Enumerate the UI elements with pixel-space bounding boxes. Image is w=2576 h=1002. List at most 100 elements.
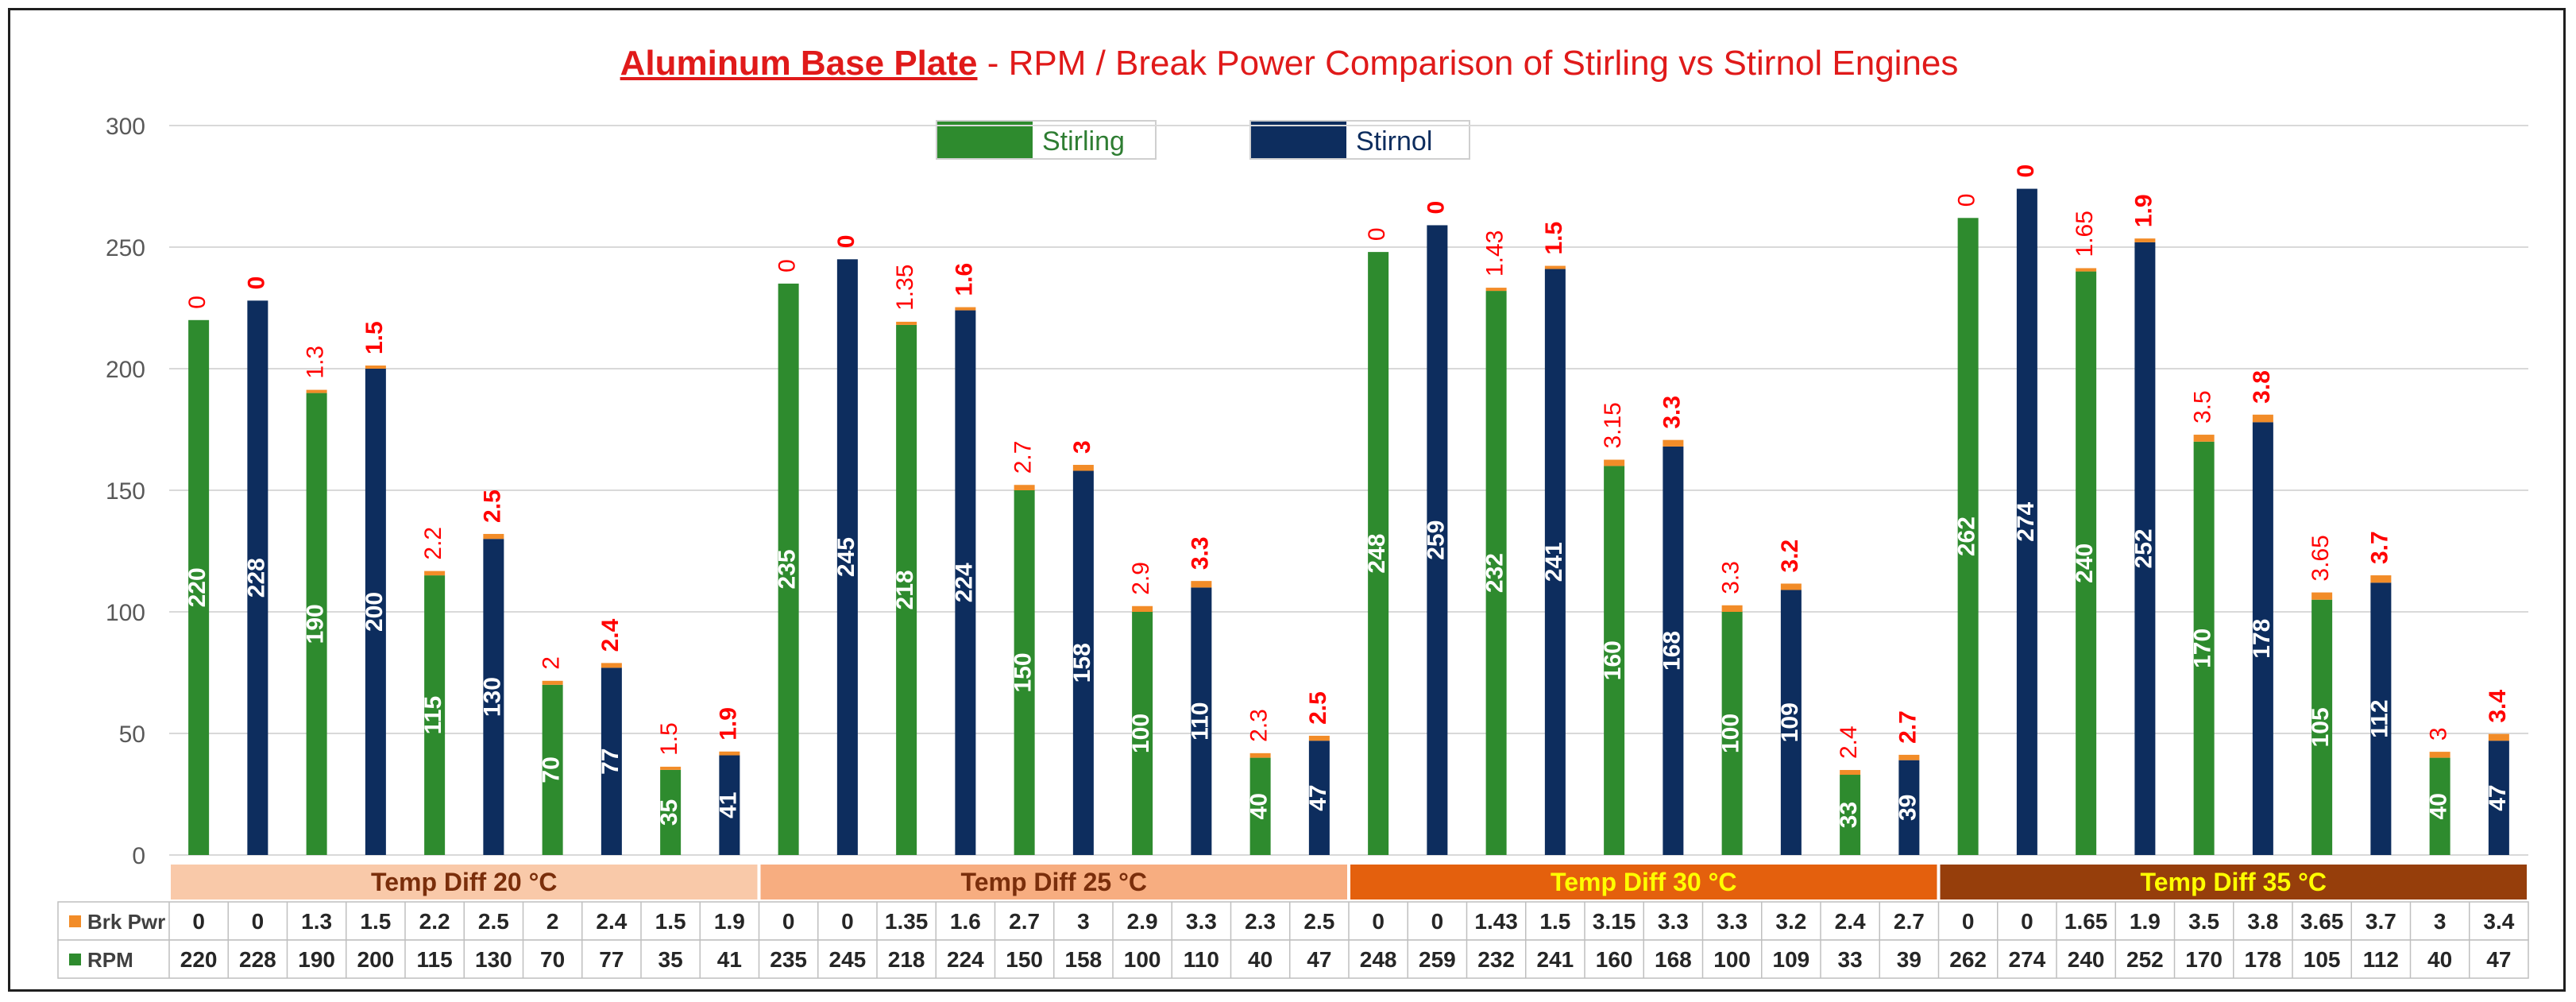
bar-brk-pwr-cap <box>1308 735 1330 741</box>
y-tick-label: 0 <box>132 843 145 869</box>
brk-pwr-label: 3.2 <box>1777 540 1803 573</box>
chart-frame: Aluminum Base Plate - RPM / Break Power … <box>8 8 2566 992</box>
bar-value-label: 130 <box>479 677 505 717</box>
chart-title-bold: Aluminum Base Plate <box>620 44 978 83</box>
table-cell: 232 <box>1477 947 1515 972</box>
bar-stirling <box>1721 612 1743 855</box>
bar-stirnol <box>2252 422 2273 855</box>
bar-value-label: 47 <box>2485 784 2511 810</box>
bar-brk-pwr-cap <box>1898 754 1920 760</box>
bar-value-label: 248 <box>1364 534 1390 574</box>
table-cell: 170 <box>2185 947 2223 972</box>
table-cell: 3.3 <box>1186 909 1217 934</box>
bar-stirling <box>1957 218 1979 855</box>
bar-stirnol <box>483 539 504 855</box>
bar-brk-pwr-cap <box>2252 414 2273 423</box>
bar-stirling <box>1368 252 1389 855</box>
table-cell: 3.15 <box>1593 909 1636 934</box>
bar-brk-pwr-cap <box>306 389 327 393</box>
brk-pwr-label: 2.5 <box>1305 691 1331 725</box>
table-cell: 115 <box>417 947 453 972</box>
bar-stirling <box>2076 271 2097 856</box>
bar-brk-pwr-cap <box>1544 265 1566 269</box>
bar-value-label: 228 <box>243 558 269 598</box>
table-cell: 110 <box>1184 947 1219 972</box>
table-cell: 2.4 <box>1835 909 1866 934</box>
bar-brk-pwr-cap <box>2370 575 2392 583</box>
table-cell: 1.9 <box>2130 909 2161 934</box>
table-cell: 109 <box>1773 947 1810 972</box>
bar-brk-pwr-cap <box>660 766 682 770</box>
brk-pwr-label: 1.5 <box>656 722 682 756</box>
bar-brk-pwr-cap <box>1485 288 1507 292</box>
table-cell: 0 <box>1962 909 1975 934</box>
table-row-outline <box>57 901 2529 941</box>
bar-stirnol <box>365 369 386 855</box>
bar-stirling <box>1249 757 1271 855</box>
bar-brk-pwr-cap <box>2488 733 2509 741</box>
brk-pwr-label: 1.65 <box>2072 211 2098 257</box>
table-cell: 259 <box>1419 947 1456 972</box>
table-cell: 245 <box>829 947 867 972</box>
table-cell: 2.2 <box>419 909 450 934</box>
bar-stirnol <box>955 310 976 855</box>
table-cell: 112 <box>2363 947 2399 972</box>
brk-pwr-label: 0 <box>243 277 269 290</box>
bar-value-label: 218 <box>892 570 918 609</box>
table-cell: 1.3 <box>301 909 332 934</box>
bar-value-label: 100 <box>1128 714 1154 753</box>
bar-value-label: 262 <box>1954 516 1980 556</box>
brk-pwr-label: 0 <box>833 235 859 249</box>
bar-brk-pwr-cap <box>1840 770 1861 776</box>
brk-pwr-label: 2.9 <box>1128 562 1154 595</box>
table-cell: 0 <box>1372 909 1385 934</box>
brk-pwr-label: 3.3 <box>1659 396 1685 429</box>
bar-value-label: 158 <box>1069 643 1095 683</box>
bar-value-label: 33 <box>1836 802 1862 828</box>
table-cell: 168 <box>1655 947 1692 972</box>
bar-brk-pwr-cap <box>1604 459 1625 466</box>
bar-value-label: 115 <box>420 696 446 734</box>
bar-brk-pwr-cap <box>1132 605 1153 612</box>
brk-pwr-label: 3.3 <box>1718 561 1744 594</box>
chart-title: Aluminum Base Plate - RPM / Break Power … <box>10 44 2568 83</box>
bar-value-label: 110 <box>1187 702 1213 740</box>
brk-pwr-label: 2.7 <box>1894 710 1921 744</box>
table-legend-key <box>69 954 81 965</box>
bar-brk-pwr-cap <box>542 680 563 685</box>
bar-value-label: 47 <box>1305 784 1331 810</box>
table-cell: 105 <box>2304 947 2341 972</box>
table-cell: 0 <box>252 909 265 934</box>
bar-value-label: 170 <box>2190 629 2216 668</box>
bar-stirnol <box>1663 446 1684 855</box>
table-cell: 1.6 <box>950 909 981 934</box>
table-cell: 3.7 <box>2366 909 2396 934</box>
y-tick-label: 100 <box>106 600 145 626</box>
brk-pwr-label: 1.35 <box>892 265 918 311</box>
table-row-label: Brk Pwr <box>87 910 165 934</box>
brk-pwr-label: 0 <box>1423 201 1449 215</box>
table-cell: 3 <box>2434 909 2447 934</box>
bar-brk-pwr-cap <box>1721 605 1743 612</box>
table-cell: 2.7 <box>1894 909 1925 934</box>
bar-stirnol <box>1780 590 1802 855</box>
table-cell: 1.9 <box>714 909 745 934</box>
bar-value-label: 39 <box>1894 795 1921 821</box>
table-cell: 218 <box>888 947 925 972</box>
y-tick-label: 250 <box>106 235 145 261</box>
brk-pwr-label: 3 <box>1069 440 1095 454</box>
table-cell: 1.43 <box>1474 909 1518 934</box>
table-cell: 274 <box>2009 947 2046 972</box>
table-cell: 41 <box>717 947 742 972</box>
bar-stirling <box>542 684 563 855</box>
table-cell: 47 <box>2486 947 2511 972</box>
table-cell: 100 <box>1713 947 1751 972</box>
table-cell: 3.2 <box>1775 909 1806 934</box>
bar-stirnol <box>2016 188 2037 855</box>
y-tick-label: 50 <box>119 722 145 748</box>
bar-stirnol <box>836 259 858 855</box>
table-row-label: RPM <box>87 948 133 972</box>
bar-value-label: 100 <box>1718 714 1744 753</box>
bar-value-label: 112 <box>2366 699 2393 737</box>
group-band <box>1349 863 1939 901</box>
